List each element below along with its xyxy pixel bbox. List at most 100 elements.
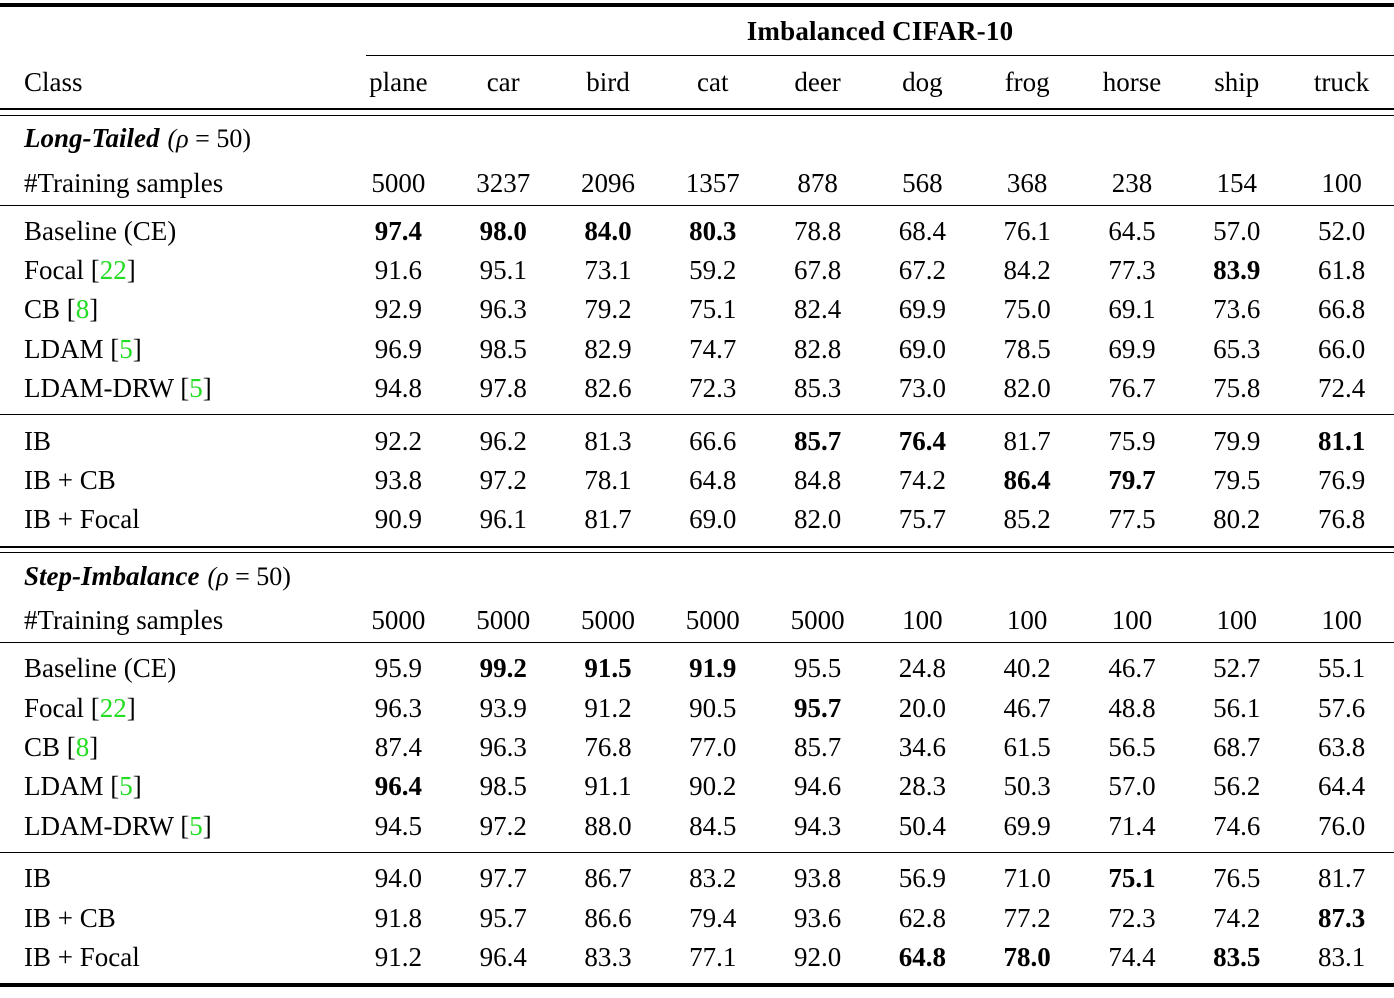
rho-value: = 50) bbox=[195, 124, 251, 153]
accuracy-value-cell: 90.5 bbox=[689, 692, 737, 723]
method-name: LDAM-DRW bbox=[24, 810, 174, 841]
samples-value-cell: 2096 bbox=[580, 167, 635, 198]
method-name: IB bbox=[24, 425, 51, 456]
accuracy-value-cell: 86.6 bbox=[584, 902, 632, 933]
accuracy-value-cell: 52.0 bbox=[1317, 215, 1366, 246]
accuracy-value-cell: 74.2 bbox=[1213, 902, 1261, 933]
accuracy-value-cell: 88.0 bbox=[584, 810, 632, 841]
accuracy-value-cell: 46.7 bbox=[1108, 653, 1156, 684]
method-label: CB [8] bbox=[0, 732, 346, 763]
accuracy-value-cell: 81.3 bbox=[584, 425, 632, 456]
accuracy-value-cell: 94.0 bbox=[374, 863, 423, 894]
accuracy-value-cell: 61.8 bbox=[1317, 255, 1366, 286]
citation-bracket-close: ] bbox=[126, 255, 136, 286]
method-label: Focal [22] bbox=[0, 255, 346, 286]
table-bottom-rule bbox=[0, 983, 1394, 988]
column-header-horse: horse bbox=[1102, 66, 1162, 97]
samples-value-cell: 568 bbox=[902, 167, 943, 198]
method-name: Focal bbox=[24, 255, 84, 286]
section-header-step-imbalance: Step-Imbalance (ρ = 50) bbox=[0, 553, 1394, 599]
samples-value-cell: 368 bbox=[1006, 167, 1048, 198]
accuracy-value-cell: 90.9 bbox=[374, 504, 423, 535]
accuracy-value-cell: 85.2 bbox=[1003, 504, 1051, 535]
method-row-ib-cb: IB + CB 91.8 95.7 86.6 79.4 93.6 62.8 77.2 72.3 7… bbox=[0, 898, 1394, 937]
section-separator-double-rule bbox=[0, 545, 1394, 554]
accuracy-value-cell: 86.7 bbox=[584, 863, 632, 894]
header-double-rule bbox=[0, 108, 1394, 116]
citation-link[interactable]: 5 bbox=[189, 373, 203, 404]
accuracy-values: 97.4 98.0 84.0 80.3 78.8 68.4 76.1 64.5 57.0 52.0 bbox=[346, 216, 1394, 247]
training-samples-row: #Training samples 5000 3237 2096 1357 878 568 3… bbox=[0, 162, 1394, 205]
samples-value-cell: 5000 bbox=[790, 605, 845, 636]
citation-link[interactable]: 22 bbox=[99, 255, 127, 286]
accuracy-value-cell: 79.7 bbox=[1108, 465, 1156, 496]
accuracy-value-cell: 84.8 bbox=[793, 465, 842, 496]
citation-bracket-close: ] bbox=[202, 810, 212, 841]
accuracy-value-cell: 78.5 bbox=[1003, 333, 1051, 364]
accuracy-value-cell: 94.3 bbox=[793, 810, 842, 841]
column-header-dog: dog bbox=[902, 66, 943, 97]
training-samples-label: #Training samples bbox=[24, 167, 224, 198]
accuracy-value-cell: 86.4 bbox=[1003, 465, 1051, 496]
section-header-label: Step-Imbalance (ρ = 50) bbox=[0, 561, 346, 592]
accuracy-value-cell: 96.4 bbox=[479, 942, 527, 973]
accuracy-value-cell: 97.7 bbox=[479, 863, 527, 894]
accuracy-value-cell: 79.4 bbox=[689, 902, 737, 933]
citation-bracket-open: [ bbox=[66, 294, 76, 325]
accuracy-value-cell: 98.5 bbox=[479, 771, 527, 802]
accuracy-value-cell: 92.0 bbox=[793, 942, 842, 973]
accuracy-value-cell: 82.0 bbox=[1003, 373, 1051, 404]
citation-link[interactable]: 22 bbox=[99, 692, 127, 723]
accuracy-value-cell: 81.7 bbox=[1317, 863, 1366, 894]
column-header-bird: bird bbox=[586, 66, 630, 97]
accuracy-value-cell: 72.3 bbox=[1108, 902, 1156, 933]
accuracy-value-cell: 69.9 bbox=[1108, 333, 1156, 364]
accuracy-value-cell: 79.9 bbox=[1213, 425, 1261, 456]
accuracy-value-cell: 81.7 bbox=[1003, 425, 1051, 456]
accuracy-value-cell: 20.0 bbox=[898, 692, 946, 723]
accuracy-value-cell: 76.8 bbox=[1317, 504, 1366, 535]
method-label: IB + CB bbox=[0, 465, 346, 496]
accuracy-values: 96.9 98.5 82.9 74.7 82.8 69.0 78.5 69.9 65.3 66.0 bbox=[346, 334, 1394, 365]
method-row-focal: Focal [22] 96.3 93.9 91.2 90.5 95.7 20.0 46.7 48… bbox=[0, 689, 1394, 728]
column-header-deer: deer bbox=[794, 66, 841, 97]
citation-link[interactable]: 5 bbox=[189, 810, 203, 841]
accuracy-value-cell: 92.2 bbox=[374, 425, 423, 456]
accuracy-value-cell: 91.6 bbox=[374, 255, 423, 286]
accuracy-value-cell: 91.1 bbox=[584, 771, 632, 802]
method-label: LDAM-DRW [5] bbox=[0, 373, 346, 404]
accuracy-value-cell: 76.9 bbox=[1317, 465, 1366, 496]
accuracy-value-cell: 75.1 bbox=[1108, 863, 1156, 894]
samples-value-cell: 878 bbox=[797, 167, 838, 198]
accuracy-value-cell: 95.7 bbox=[793, 692, 842, 723]
accuracy-value-cell: 57.0 bbox=[1213, 215, 1261, 246]
accuracy-value-cell: 72.3 bbox=[689, 373, 737, 404]
accuracy-value-cell: 82.9 bbox=[584, 333, 632, 364]
citation-bracket-open: [ bbox=[110, 333, 120, 364]
table-top-rule bbox=[0, 3, 1394, 7]
method-group: IB 94.0 97.7 86.7 83.2 93.8 56.9 71.0 75.1 76.5 81… bbox=[0, 853, 1394, 983]
citation-link[interactable]: 5 bbox=[119, 333, 133, 364]
method-row-ib-focal: IB + Focal 90.9 96.1 81.7 69.0 82.0 75.7 85.2 77… bbox=[0, 500, 1394, 539]
accuracy-value-cell: 93.8 bbox=[793, 863, 842, 894]
samples-value-cell: 5000 bbox=[371, 167, 426, 198]
samples-value-cell: 5000 bbox=[685, 605, 740, 636]
citation-link[interactable]: 5 bbox=[119, 771, 133, 802]
accuracy-value-cell: 95.9 bbox=[374, 653, 423, 684]
accuracy-value-cell: 96.2 bbox=[479, 425, 527, 456]
citation-bracket-close: ] bbox=[202, 373, 212, 404]
method-group: IB 92.2 96.2 81.3 66.6 85.7 76.4 81.7 75.9 79.9 81… bbox=[0, 415, 1394, 545]
accuracy-values: 96.4 98.5 91.1 90.2 94.6 28.3 50.3 57.0 56.2 64.4 bbox=[346, 771, 1394, 802]
accuracy-value-cell: 71.4 bbox=[1108, 810, 1156, 841]
table-title-row: Imbalanced CIFAR-10 bbox=[0, 7, 1394, 55]
accuracy-value-cell: 48.8 bbox=[1108, 692, 1156, 723]
method-row-baseline-ce: Baseline (CE) 95.9 99.2 91.5 91.9 95.5 24.8 40.… bbox=[0, 649, 1394, 688]
accuracy-value-cell: 77.0 bbox=[689, 732, 737, 763]
accuracy-value-cell: 68.4 bbox=[898, 215, 946, 246]
accuracy-value-cell: 97.4 bbox=[374, 215, 423, 246]
samples-value-cell: 5000 bbox=[476, 605, 531, 636]
accuracy-value-cell: 57.0 bbox=[1108, 771, 1156, 802]
citation-link[interactable]: 8 bbox=[75, 732, 90, 763]
accuracy-value-cell: 91.9 bbox=[689, 653, 737, 684]
citation-link[interactable]: 8 bbox=[75, 294, 90, 325]
